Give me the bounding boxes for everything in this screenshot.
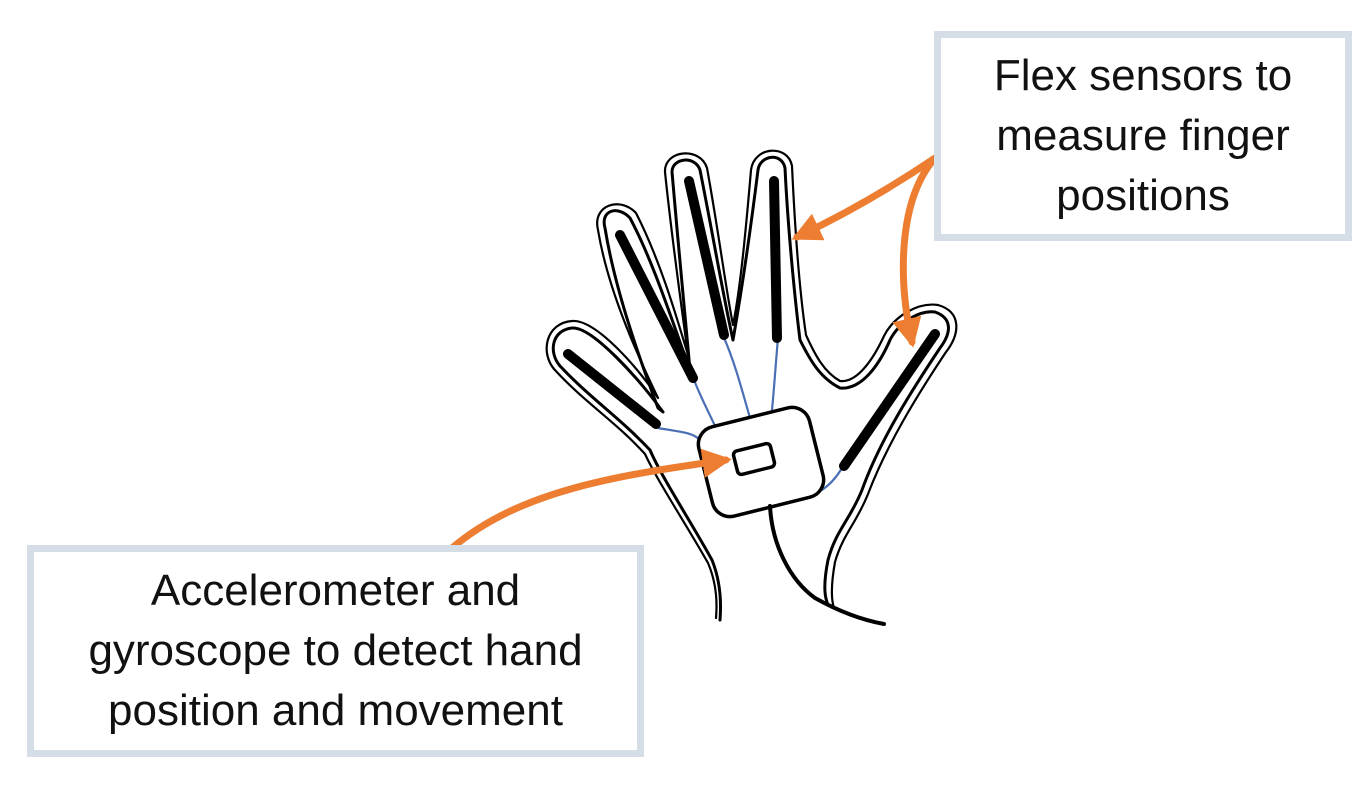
flex-sensor-icon: [615, 230, 698, 383]
accelerometer-callout: Accelerometer and gyroscope to detect ha…: [27, 545, 644, 757]
annotation-arrows: [448, 154, 939, 552]
wire-index: [770, 337, 780, 411]
arrow-to-imu: [448, 448, 732, 552]
wire-middle: [722, 337, 752, 419]
flex-sensor-icon: [769, 176, 782, 343]
callout-line: Accelerometer and: [150, 566, 521, 615]
callout-line: Flex sensors to: [993, 51, 1293, 100]
callout-line: position and movement: [108, 686, 563, 735]
arrow-to-index-sensor: [791, 154, 939, 241]
callout-line: gyroscope to detect hand: [88, 626, 583, 675]
accelerometer-callout-text: Accelerometer and gyroscope to detect ha…: [88, 561, 582, 741]
flex-sensors: [563, 176, 940, 471]
flex-sensor-icon: [684, 176, 729, 340]
hand-outline-icon: [545, 149, 958, 622]
wire-ring: [692, 379, 717, 429]
cable-icon: [768, 504, 886, 626]
flex-sensors-callout: Flex sensors to measure finger positions: [934, 31, 1352, 241]
wire-pinky: [657, 426, 701, 441]
flex-sensor-icon: [563, 349, 661, 429]
callout-line: measure finger: [996, 111, 1290, 160]
arrow-to-thumb-sensor: [892, 154, 939, 348]
flex-sensor-icon: [839, 329, 940, 471]
callout-line: positions: [1056, 171, 1230, 220]
flex-sensors-callout-text: Flex sensors to measure finger positions: [994, 46, 1292, 226]
